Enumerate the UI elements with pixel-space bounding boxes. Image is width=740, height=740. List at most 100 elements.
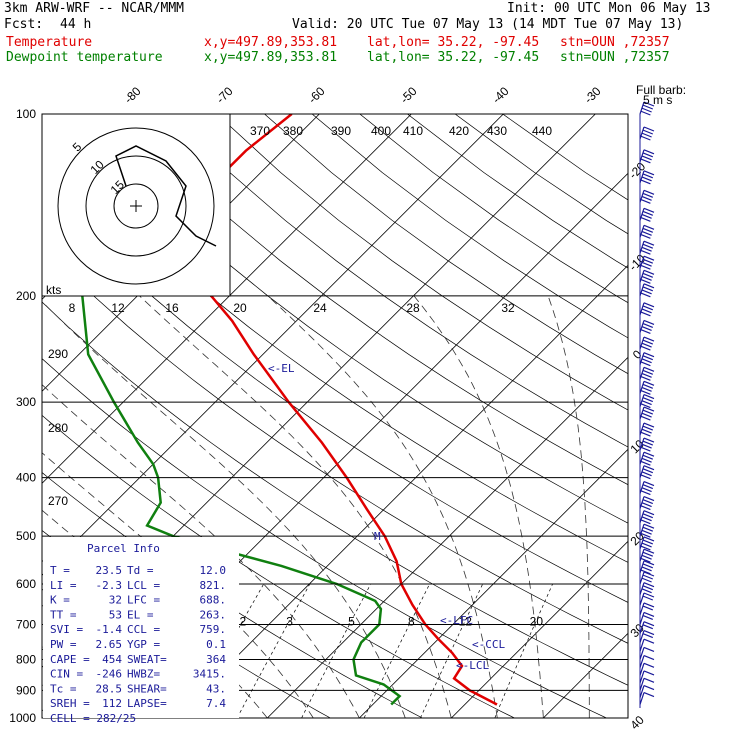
- theta-label: 410: [403, 124, 423, 138]
- parcel-param-label: TT =: [50, 608, 77, 621]
- theta-label-left: 270: [48, 494, 68, 508]
- level-marker: <-EL: [268, 362, 295, 375]
- wind-barb: [639, 149, 655, 164]
- pressure-tick-label: 200: [16, 289, 36, 303]
- isotherm-label: 40: [627, 713, 647, 733]
- mixing-ratio-label: 20: [530, 615, 544, 629]
- wind-barb: [639, 536, 655, 551]
- moist-adiabat: [42, 384, 360, 718]
- isotherm-line: [175, 264, 628, 718]
- wind-barb: [639, 548, 655, 563]
- hodograph-box: [41, 113, 231, 297]
- parcel-param-label: LCL =: [127, 579, 160, 592]
- wind-barb: [639, 240, 655, 255]
- level-marker: <-LCL: [456, 659, 489, 672]
- hodograph-ring: [57, 127, 215, 285]
- valid-time: Valid: 20 UTC Tue 07 May 13 (14 MDT Tue …: [292, 17, 684, 32]
- parcel-param-value: 821.: [200, 579, 227, 592]
- wind-barb: [639, 283, 655, 298]
- plot-frame: [41, 113, 629, 719]
- parcel-param-label: LAPSE=: [127, 697, 167, 710]
- temp-station: stn=OUN ,72357: [560, 35, 670, 50]
- wind-barb: [639, 437, 655, 452]
- dew-xy: x,y=497.89,353.81: [204, 50, 338, 65]
- wind-barb: [639, 224, 655, 239]
- wind-barb: [639, 510, 655, 525]
- theta-label-left: 280: [48, 421, 68, 435]
- parcel-info-panel: [43, 537, 239, 718]
- moist-adiabat: [42, 452, 314, 718]
- hodograph-axis-label: 8: [69, 301, 76, 315]
- wind-barb: [639, 662, 655, 676]
- parcel-param-label: LI =: [50, 579, 77, 592]
- wind-barb: [639, 352, 655, 367]
- wind-barb: [639, 621, 655, 634]
- wind-barb: [639, 571, 655, 585]
- hodograph-axis-label: 24: [313, 301, 327, 315]
- parcel-param-value: 28.5: [96, 682, 123, 695]
- isotherm-line: [451, 540, 628, 718]
- wind-barb: [639, 677, 655, 691]
- isotherm-line: [267, 356, 628, 718]
- parcel-param-value: 32: [109, 594, 122, 607]
- parcel-param-value: 23.5: [96, 564, 123, 577]
- fcst-label: Fcst:: [4, 17, 44, 32]
- parcel-param-label: SVI =: [50, 623, 83, 636]
- wind-barb: [639, 670, 655, 684]
- mixing-ratio-line: [363, 583, 430, 718]
- hodograph-axis-label: 16: [165, 301, 179, 315]
- isotherm-line: [42, 114, 504, 576]
- theta-label: 380: [283, 124, 303, 138]
- parcel-cell: CELL = 282/25: [50, 712, 136, 725]
- mixing-ratio-label: 2: [239, 615, 246, 629]
- wind-barb: [639, 366, 655, 381]
- parcel-param-value: 53: [109, 608, 122, 621]
- parcel-param-label: HWBZ=: [127, 668, 160, 681]
- wind-barb: [639, 451, 655, 466]
- pressure-tick-label: 500: [16, 529, 36, 543]
- parcel-param-value: -2.3: [96, 579, 123, 592]
- parcel-param-label: T =: [50, 564, 70, 577]
- parcel-param-label: YGP =: [127, 638, 160, 651]
- legend-temperature: Temperature: [6, 35, 93, 50]
- pressure-tick-label: 400: [16, 471, 36, 485]
- theta-label: 430: [487, 124, 507, 138]
- wind-barb: [639, 638, 655, 652]
- moist-adiabat: [42, 300, 406, 718]
- theta-label-left: 290: [48, 347, 68, 361]
- parcel-param-label: CAPE =: [50, 653, 90, 666]
- parcel-param-value: 454: [102, 653, 122, 666]
- hodograph-ring: [85, 155, 187, 257]
- parcel-param-value: 263.: [200, 608, 227, 621]
- hodograph-axis-label: 20: [233, 301, 247, 315]
- moist-adiabat: [547, 295, 590, 718]
- isotherm-label: -60: [305, 84, 327, 106]
- theta-label: 400: [371, 124, 391, 138]
- pressure-tick-label: 800: [16, 652, 36, 666]
- mixing-ratio-line: [420, 583, 484, 718]
- parcel-param-value: -246: [96, 668, 123, 681]
- dry-adiabat: [42, 131, 628, 563]
- mixing-ratio-label: 12: [459, 615, 473, 629]
- temp-latlon: lat,lon= 35.22, -97.45: [367, 35, 540, 50]
- mixing-ratio-line: [494, 583, 553, 718]
- isotherm-label: -50: [397, 84, 419, 106]
- hodograph-axis-label: 32: [501, 301, 515, 315]
- wind-barb: [639, 170, 655, 185]
- wind-barb: [639, 465, 655, 480]
- init-time: Init: 00 UTC Mon 06 May 13: [507, 1, 711, 16]
- parcel-param-label: Tc =: [50, 682, 77, 695]
- pressure-tick-label: 1000: [9, 711, 36, 725]
- wind-barb: [639, 207, 655, 222]
- parcel-param-value: 759.: [200, 623, 227, 636]
- wind-barb: [639, 393, 655, 409]
- isotherm-label: -30: [581, 84, 603, 106]
- hodograph-trace: [115, 145, 217, 247]
- theta-label: 440: [532, 124, 552, 138]
- hodograph-axis-label: 28: [406, 301, 420, 315]
- wind-barb: [639, 654, 655, 668]
- dry-adiabat: [42, 245, 628, 644]
- dew-latlon: lat,lon= 35.22, -97.45: [367, 50, 540, 65]
- pressure-tick-label: 100: [16, 107, 36, 121]
- parcel-param-label: EL =: [127, 608, 154, 621]
